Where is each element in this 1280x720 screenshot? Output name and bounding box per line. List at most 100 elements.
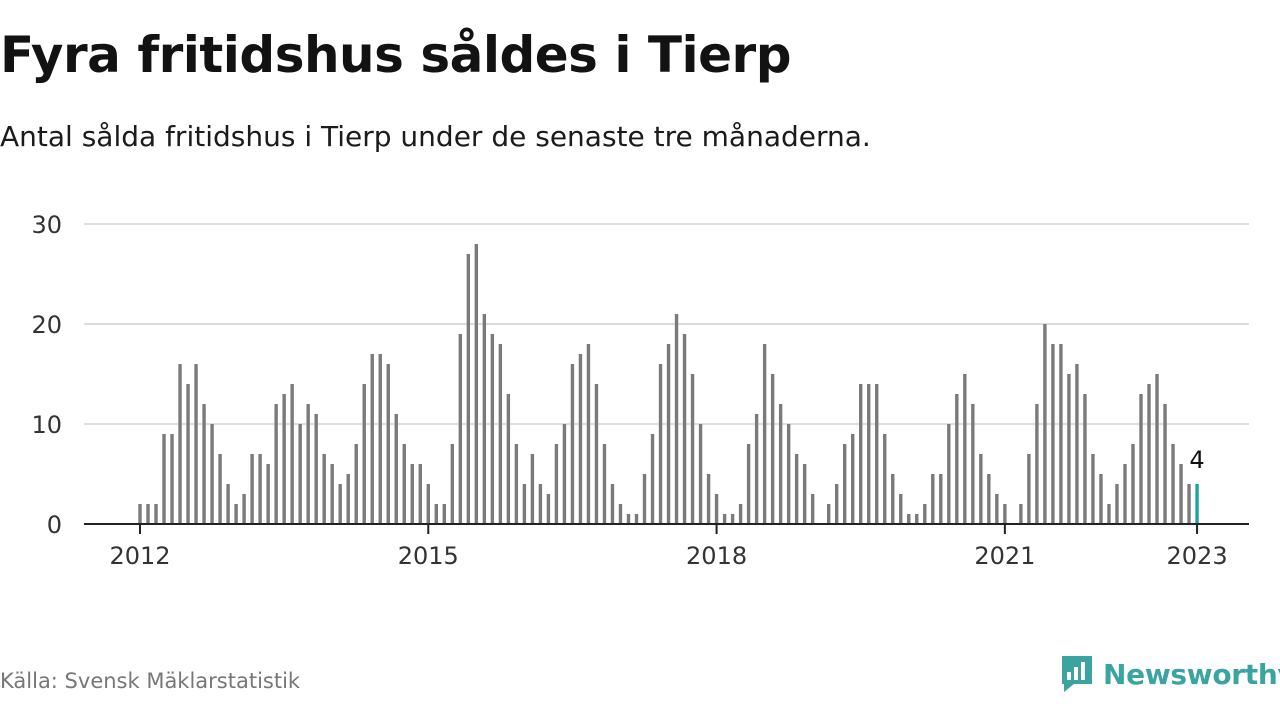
x-tick-label: 2012 [109, 542, 170, 570]
bar [162, 434, 166, 524]
bar [1187, 484, 1191, 524]
bar [802, 464, 807, 524]
bar [730, 514, 735, 524]
bar [330, 464, 334, 524]
bar [658, 364, 663, 524]
bar [762, 344, 767, 524]
bar [682, 334, 687, 524]
bar [202, 404, 206, 524]
bar [1171, 444, 1175, 524]
bar [1107, 504, 1111, 524]
bar [314, 414, 318, 524]
x-tick-label: 2023 [1167, 542, 1228, 570]
bar-chart: 0 10 20 30 2012 2015 2018 2021 2023 4 [31, 211, 1249, 570]
chart-title: Fyra fritidshus såldes i Tierp [0, 26, 791, 84]
bar [738, 504, 743, 524]
bar [1115, 484, 1119, 524]
bar [1067, 374, 1071, 524]
bar [498, 344, 503, 524]
bar [370, 354, 374, 524]
bar [642, 474, 647, 524]
bar [1003, 504, 1007, 524]
bar [506, 394, 511, 524]
bar [1131, 444, 1135, 524]
bar [995, 494, 999, 524]
bar [963, 374, 967, 524]
bar [770, 374, 775, 524]
bar [778, 404, 783, 524]
bar [386, 364, 390, 524]
source-note: Källa: Svensk Mäklarstatistik [0, 669, 301, 693]
bar [306, 404, 310, 524]
bar [218, 454, 222, 524]
bar [1019, 504, 1023, 524]
bar [867, 384, 871, 524]
bar [1027, 454, 1031, 524]
y-tick-label: 20 [31, 311, 62, 339]
bar [907, 514, 911, 524]
bar [883, 434, 887, 524]
bar [899, 494, 903, 524]
bar [362, 384, 366, 524]
bar [987, 474, 991, 524]
bar [138, 504, 142, 524]
bar [530, 454, 535, 524]
bar [434, 504, 438, 524]
chart-subtitle: Antal sålda fritidshus i Tierp under de … [0, 120, 871, 153]
bar [514, 444, 519, 524]
bar [714, 494, 719, 524]
bar [482, 314, 487, 524]
bar [522, 484, 527, 524]
bar [418, 464, 422, 524]
highlight-value-label: 4 [1189, 446, 1204, 474]
bar [602, 444, 607, 524]
bar [1163, 404, 1167, 524]
bar [1179, 464, 1183, 524]
bar [242, 494, 246, 524]
bar [859, 384, 863, 524]
bar [1139, 394, 1143, 524]
x-tick-label: 2015 [398, 542, 459, 570]
bar [282, 394, 286, 524]
bar [594, 384, 599, 524]
bar [650, 434, 655, 524]
bar [458, 334, 463, 524]
bar [570, 364, 575, 524]
brand-logo: Newsworthy [1059, 654, 1280, 694]
bar [554, 444, 559, 524]
bar [450, 444, 455, 524]
y-tick-label: 0 [47, 511, 62, 539]
bar [1155, 374, 1159, 524]
bar [626, 514, 631, 524]
bar [690, 374, 695, 524]
bar [250, 454, 254, 524]
bar [578, 354, 583, 524]
bar [234, 504, 238, 524]
bar [1035, 404, 1039, 524]
bar [586, 344, 591, 524]
bar [186, 384, 190, 524]
bar [826, 504, 831, 524]
bar [1059, 344, 1063, 524]
bar [746, 444, 751, 524]
bar [442, 504, 447, 524]
bar [915, 514, 919, 524]
bar [466, 254, 471, 524]
bar [834, 484, 839, 524]
bar [402, 444, 406, 524]
bar [426, 484, 430, 524]
bar [875, 384, 879, 524]
bar [1051, 344, 1055, 524]
bar [274, 404, 278, 524]
x-tick-label: 2021 [974, 542, 1035, 570]
bar [170, 434, 174, 524]
bar [562, 424, 567, 524]
bar [810, 494, 815, 524]
highlight-bar [1195, 484, 1199, 524]
bar [290, 384, 294, 524]
bar [754, 414, 759, 524]
bar [1083, 394, 1087, 524]
bar [794, 454, 799, 524]
x-tick-label: 2018 [686, 542, 747, 570]
bar [1147, 384, 1151, 524]
